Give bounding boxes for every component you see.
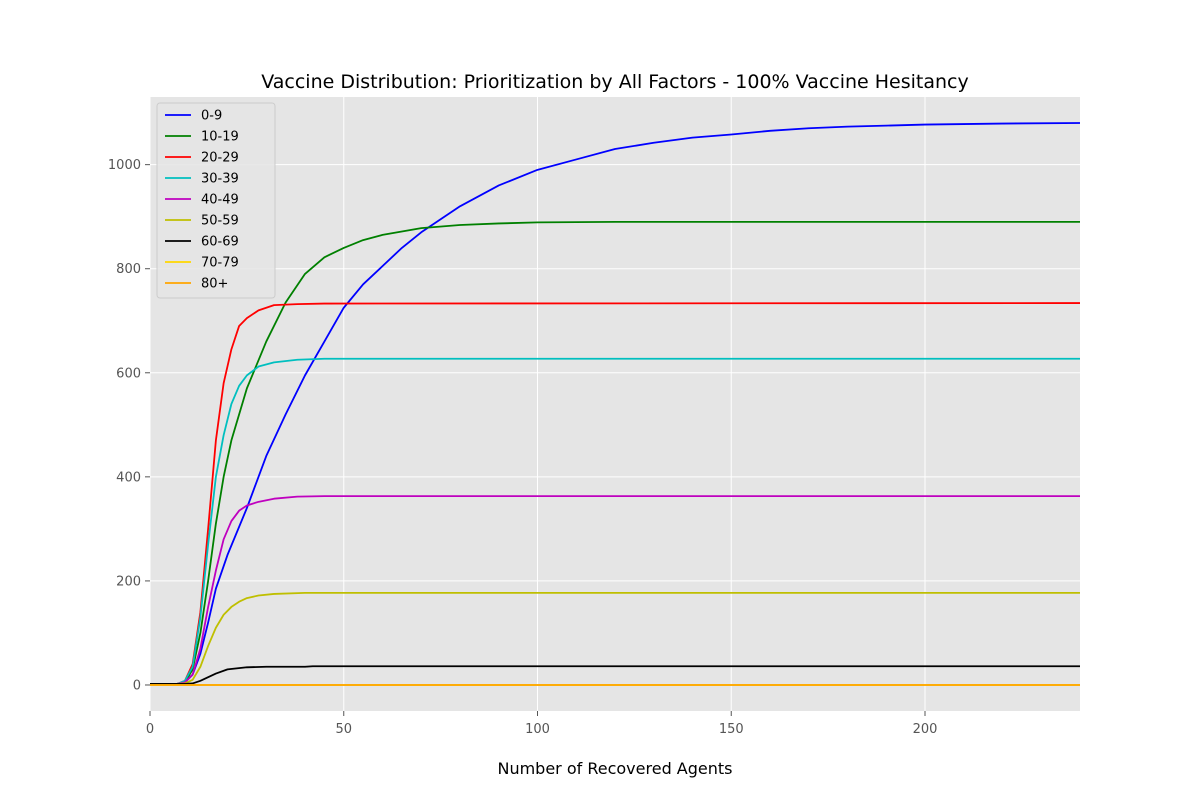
series-line-0-9 <box>150 122 1081 685</box>
series-line-50-59 <box>150 591 1080 685</box>
legend: 0-9 10-19 20-29 30-39 40-49 50-59 60-69 70-79 80… <box>156 102 276 299</box>
series-lines <box>150 122 1081 686</box>
axis-ticks: 0 50 100 150 200 0 200 400 600 800 1000 <box>108 158 938 737</box>
legend-label: 10-19 <box>201 130 239 145</box>
legend-label: 30-39 <box>201 172 239 187</box>
plot-background <box>150 97 1080 711</box>
y-tick-label: 800 <box>116 262 141 277</box>
x-tick-label: 150 <box>719 722 744 737</box>
x-axis-title: Number of Recovered Agents <box>497 759 732 778</box>
y-tick-label: 400 <box>116 470 141 485</box>
legend-label: 20-29 <box>201 151 239 166</box>
y-tick-label: 0 <box>133 678 141 693</box>
legend-box <box>156 102 276 299</box>
legend-label: 60-69 <box>201 235 239 250</box>
x-tick-label: 200 <box>913 722 938 737</box>
series-line-30-39 <box>150 357 1080 685</box>
series-line-10-19 <box>150 220 1080 685</box>
legend-label: 80+ <box>201 277 228 292</box>
legend-label: 40-49 <box>201 193 239 208</box>
y-tick-label: 600 <box>116 366 141 381</box>
x-tick-label: 100 <box>525 722 550 737</box>
y-tick-label: 1000 <box>108 158 141 173</box>
legend-label: 0-9 <box>201 109 222 124</box>
chart-title: Vaccine Distribution: Prioritization by … <box>261 71 968 93</box>
x-tick-label: 50 <box>335 722 352 737</box>
legend-label: 70-79 <box>201 256 239 271</box>
series-line-60-69 <box>150 665 1080 685</box>
y-tick-label: 200 <box>116 574 141 589</box>
legend-label: 50-59 <box>201 214 239 229</box>
series-line-40-49 <box>150 495 1080 685</box>
x-tick-label: 0 <box>146 722 154 737</box>
